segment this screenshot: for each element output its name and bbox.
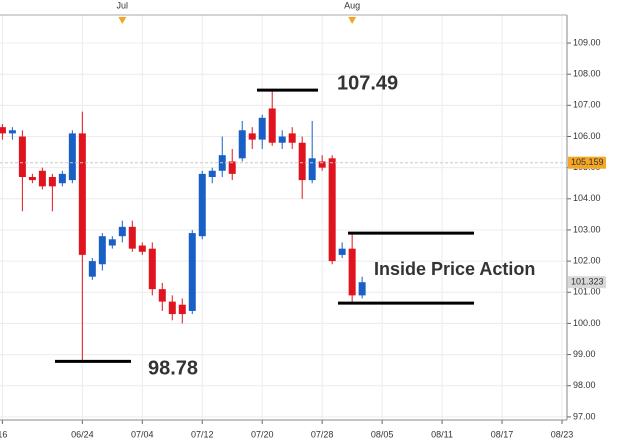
price-marker-label: 105.159: [571, 157, 604, 167]
month-marker: [118, 17, 127, 24]
candle-body: [8, 130, 16, 134]
y-tick-label: 108.00: [573, 69, 601, 79]
candle-body: [118, 226, 126, 237]
candle-body: [198, 173, 206, 237]
annotation: 98.78: [148, 358, 198, 380]
x-tick-label: 08/05: [371, 429, 394, 439]
x-tick-label: 08/23: [551, 429, 574, 439]
month-label: Aug: [344, 0, 360, 10]
candle-body: [228, 161, 236, 174]
month-label: Jul: [117, 0, 129, 10]
candle-body: [28, 177, 36, 181]
candle-body: [188, 233, 196, 311]
y-tick-label: 101.00: [573, 287, 601, 297]
candle-body: [58, 173, 66, 184]
candle-body: [68, 133, 76, 181]
annotation: Inside Price Action: [374, 259, 535, 279]
candle-body: [148, 248, 156, 290]
candle-body: [338, 248, 346, 255]
y-tick-label: 106.00: [573, 131, 601, 141]
y-tick-label: 98.00: [573, 380, 596, 390]
x-tick-label: 08/11: [431, 429, 453, 439]
candle-body: [78, 133, 86, 255]
candle-body: [318, 161, 326, 168]
candle-body: [48, 177, 56, 187]
x-tick-label: 07/04: [131, 429, 154, 439]
candle-body: [258, 117, 266, 140]
candle-body: [278, 136, 286, 143]
candle-body: [248, 133, 256, 140]
candle-body: [138, 245, 146, 252]
month-marker: [348, 17, 357, 24]
candle-body: [358, 282, 366, 296]
y-tick-label: 103.00: [573, 224, 601, 234]
candle-body: [308, 158, 316, 181]
x-tick-label: 08/17: [491, 429, 514, 439]
candle-body: [18, 136, 26, 177]
candle-body: [328, 158, 336, 262]
candle-body: [348, 248, 356, 296]
x-tick-label: 07/28: [311, 429, 334, 439]
y-tick-label: 99.00: [573, 349, 596, 359]
candle-body: [98, 236, 106, 265]
y-tick-label: 109.00: [573, 37, 601, 47]
candle-body: [238, 130, 246, 159]
candle-body: [38, 170, 46, 187]
y-tick-label: 104.00: [573, 193, 601, 203]
y-tick-label: 102.00: [573, 255, 601, 265]
candle-body: [208, 170, 216, 177]
candle-body: [178, 304, 186, 315]
candle-body: [128, 226, 136, 249]
y-tick-label: 107.00: [573, 100, 601, 110]
candle-body: [88, 261, 96, 277]
candle-body: [168, 301, 176, 315]
candle-body: [0, 127, 6, 134]
candle-body: [158, 289, 166, 302]
x-tick-label: 07/12: [191, 429, 214, 439]
x-tick-label: 16: [0, 429, 7, 439]
candle-body: [268, 108, 276, 143]
y-tick-label: 100.00: [573, 318, 601, 328]
price-marker: [568, 276, 606, 289]
price-marker-label: 101.323: [571, 277, 604, 287]
annotation: 107.49: [337, 72, 398, 94]
candle-body: [108, 239, 116, 246]
x-tick-label: 06/24: [71, 429, 94, 439]
candle-body: [298, 142, 306, 181]
plot-background: [0, 15, 567, 420]
candle-body: [288, 133, 296, 143]
y-tick-label: 97.00: [573, 411, 596, 421]
x-tick-label: 07/20: [251, 429, 274, 439]
price-marker: [568, 156, 606, 169]
